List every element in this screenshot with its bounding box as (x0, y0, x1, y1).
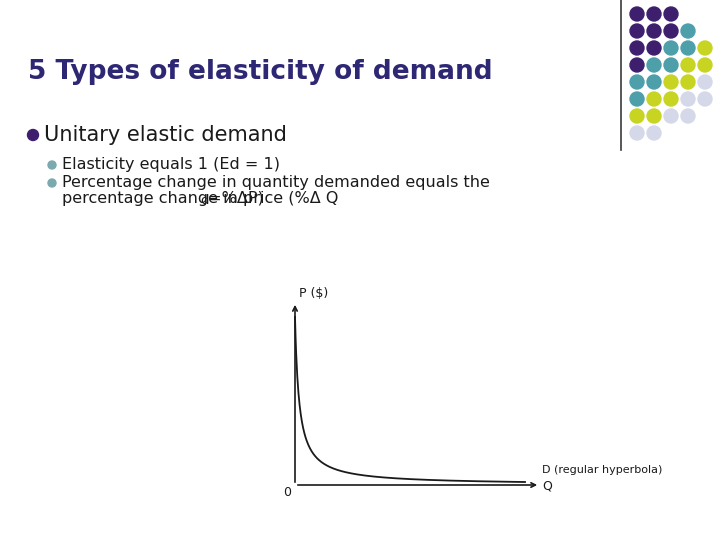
Circle shape (664, 92, 678, 106)
Text: d: d (199, 193, 208, 206)
Text: Elasticity equals 1 (Ed = 1): Elasticity equals 1 (Ed = 1) (62, 158, 280, 172)
Circle shape (630, 24, 644, 38)
Circle shape (664, 24, 678, 38)
Text: P ($): P ($) (299, 287, 328, 300)
Circle shape (664, 58, 678, 72)
Circle shape (630, 92, 644, 106)
Circle shape (647, 109, 661, 123)
Circle shape (681, 24, 695, 38)
Circle shape (664, 41, 678, 55)
Text: Unitary elastic demand: Unitary elastic demand (44, 125, 287, 145)
Circle shape (647, 92, 661, 106)
Circle shape (681, 109, 695, 123)
Text: 5 Types of elasticity of demand: 5 Types of elasticity of demand (28, 59, 492, 85)
Circle shape (647, 58, 661, 72)
Text: Percentage change in quantity demanded equals the: Percentage change in quantity demanded e… (62, 176, 490, 191)
Circle shape (647, 41, 661, 55)
Circle shape (647, 7, 661, 21)
Circle shape (681, 41, 695, 55)
Text: Q: Q (542, 480, 552, 492)
Circle shape (664, 109, 678, 123)
Circle shape (630, 75, 644, 89)
Text: =%ΔP): =%ΔP) (203, 191, 264, 206)
Circle shape (630, 41, 644, 55)
Text: 0: 0 (283, 485, 291, 498)
Circle shape (698, 41, 712, 55)
Circle shape (647, 24, 661, 38)
Circle shape (630, 126, 644, 140)
Text: D (regular hyperbola): D (regular hyperbola) (542, 465, 662, 475)
Circle shape (664, 7, 678, 21)
Circle shape (48, 161, 56, 169)
Circle shape (27, 130, 38, 140)
Circle shape (48, 179, 56, 187)
Circle shape (681, 58, 695, 72)
Circle shape (647, 126, 661, 140)
Circle shape (698, 75, 712, 89)
Circle shape (630, 58, 644, 72)
Circle shape (630, 109, 644, 123)
Circle shape (698, 92, 712, 106)
Circle shape (698, 58, 712, 72)
Text: percentage change in price (%Δ Q: percentage change in price (%Δ Q (62, 191, 338, 206)
Circle shape (681, 75, 695, 89)
Circle shape (630, 7, 644, 21)
Circle shape (664, 75, 678, 89)
Circle shape (647, 75, 661, 89)
Circle shape (681, 92, 695, 106)
